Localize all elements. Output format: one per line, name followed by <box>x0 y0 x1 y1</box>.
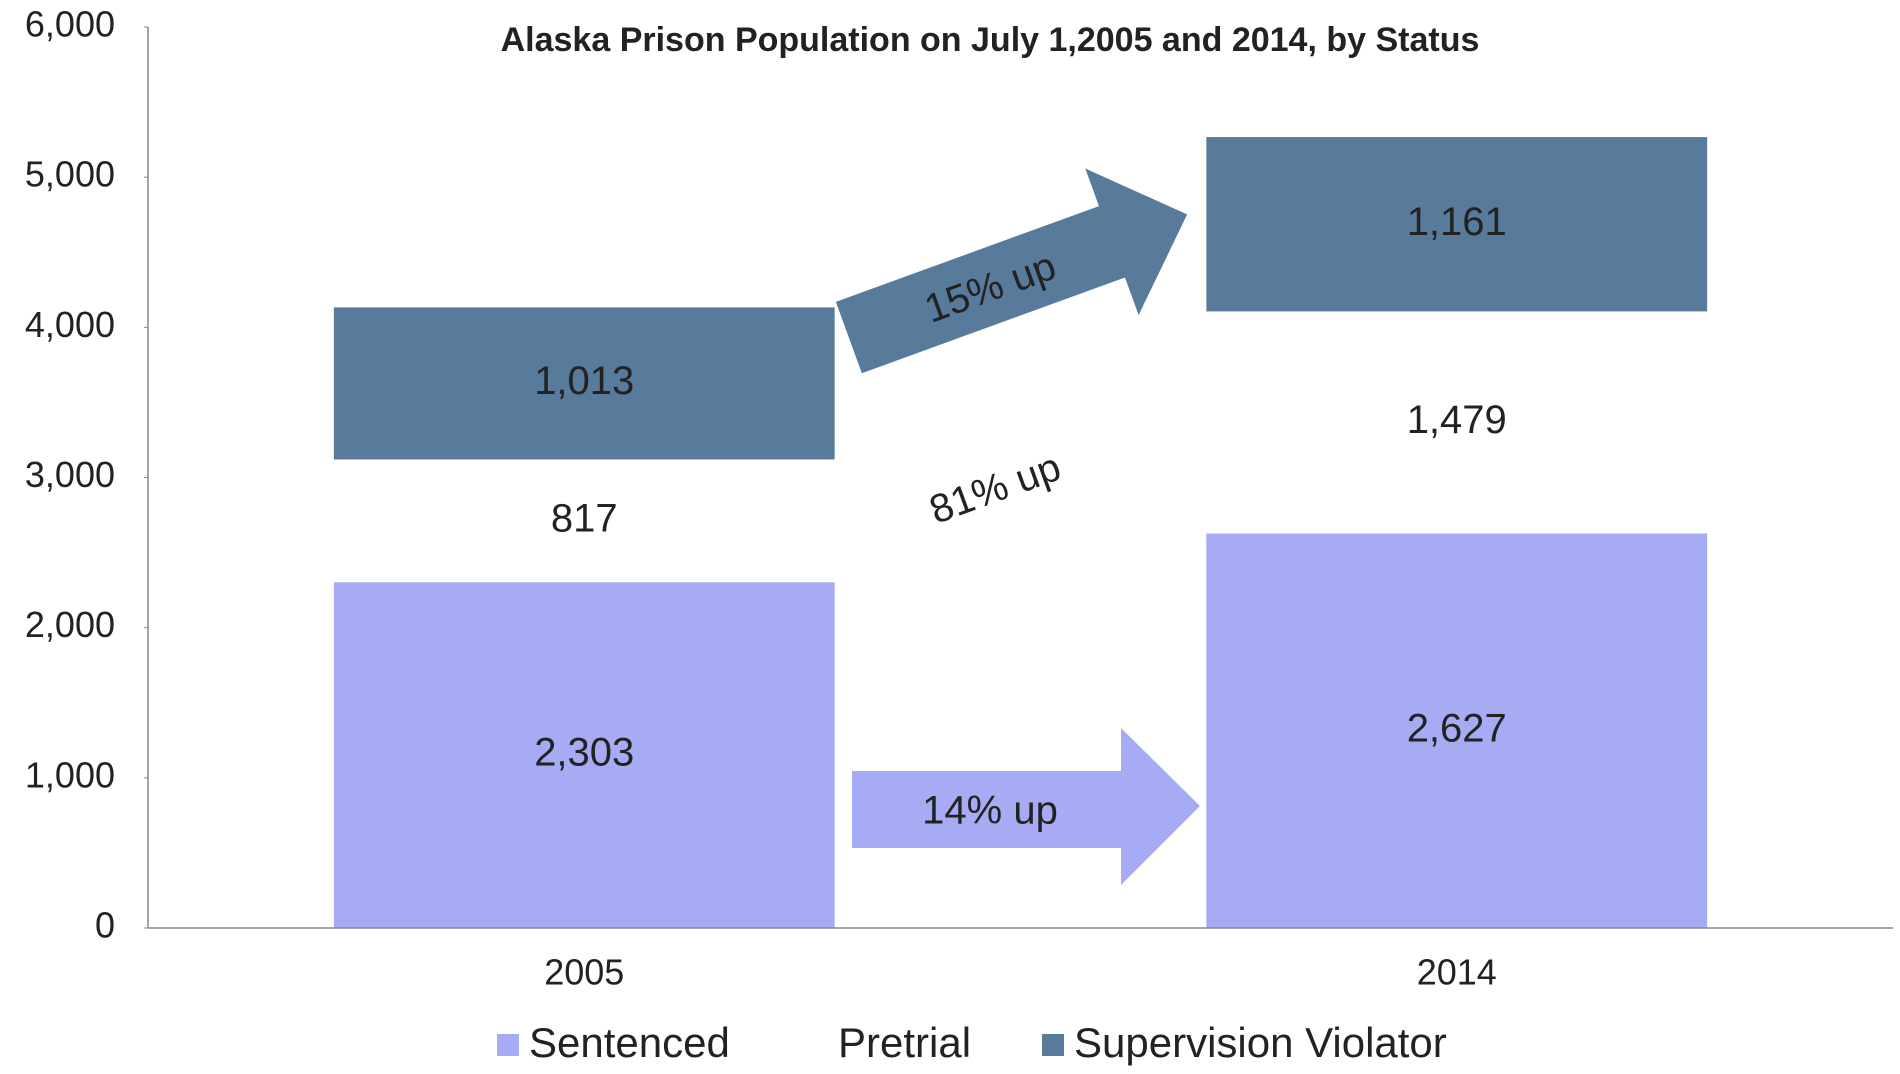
arrow-14: 14% up <box>852 728 1200 885</box>
data-label: 1,013 <box>534 359 634 403</box>
arrow-15: 15% up <box>835 168 1188 374</box>
y-tick-label: 4,000 <box>25 304 115 345</box>
legend-swatch <box>1042 1034 1064 1056</box>
legend-label: Pretrial <box>838 1019 971 1066</box>
data-label: 2,627 <box>1407 706 1507 750</box>
legend-swatch <box>497 1034 519 1056</box>
annotation: 81% up <box>924 445 1067 533</box>
annotation-81: 81% up <box>924 445 1067 533</box>
bar-segment <box>1206 137 1708 312</box>
y-tick-label: 0 <box>95 905 115 946</box>
annotation: 14% up <box>922 789 1058 833</box>
data-label: 2,303 <box>534 731 634 775</box>
legend-swatch <box>806 1034 828 1056</box>
y-tick-label: 3,000 <box>25 454 115 495</box>
data-label: 1,161 <box>1407 200 1507 244</box>
bar-segment <box>333 459 835 583</box>
data-label: 817 <box>551 496 618 540</box>
x-tick-label: 2014 <box>1417 952 1497 993</box>
y-tick-label: 1,000 <box>25 754 115 795</box>
bar-segment <box>1206 311 1708 534</box>
bar-segment <box>333 307 835 460</box>
y-tick-label: 5,000 <box>25 154 115 195</box>
bar-segment <box>1206 533 1708 928</box>
y-tick-label: 6,000 <box>25 4 115 45</box>
chart-title: Alaska Prison Population on July 1,2005 … <box>501 21 1480 59</box>
y-tick-label: 2,000 <box>25 604 115 645</box>
data-label: 1,479 <box>1407 398 1507 442</box>
arrow-shape <box>852 728 1200 885</box>
legend-label: Sentenced <box>529 1019 730 1066</box>
legend-label: Supervision Violator <box>1074 1019 1447 1066</box>
bar-segment <box>333 582 835 928</box>
arrow-shape <box>835 168 1188 374</box>
x-tick-label: 2005 <box>544 952 624 993</box>
